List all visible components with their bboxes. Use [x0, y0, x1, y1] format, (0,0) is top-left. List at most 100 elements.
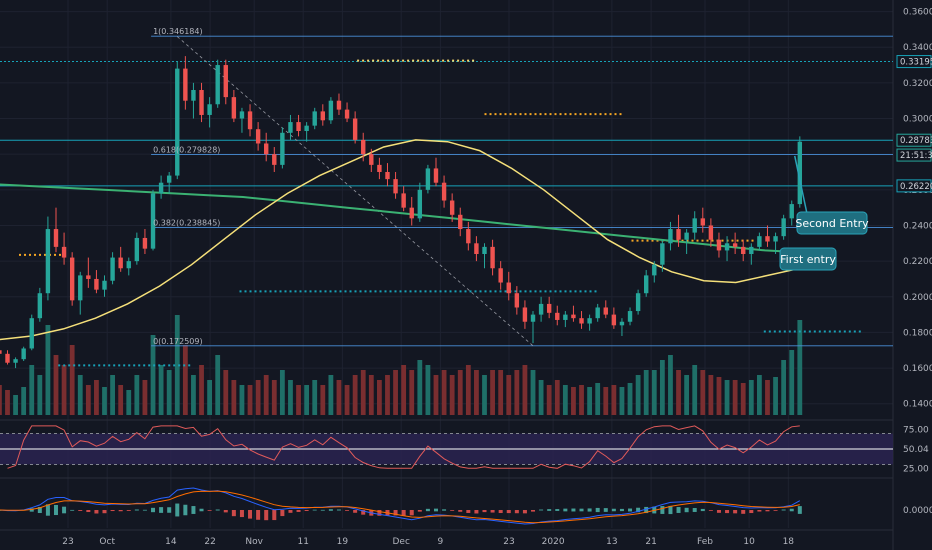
macd-histogram-bar	[62, 506, 67, 514]
candle-body	[425, 168, 431, 190]
macd-histogram-bar	[199, 508, 204, 512]
candle-body	[716, 239, 722, 251]
candle-body	[700, 218, 705, 226]
macd-histogram-bar	[361, 510, 366, 515]
candle-body	[255, 129, 261, 144]
price-axis: 0.3600000.3400000.3200000.3000000.280000…	[896, 8, 932, 516]
candle-body	[223, 65, 228, 98]
candle-body	[191, 90, 196, 101]
candle-body	[490, 246, 495, 269]
volume-bar	[94, 380, 99, 415]
candle-body	[660, 243, 665, 265]
macd-histogram-bar	[733, 510, 738, 514]
macd-histogram-bar	[797, 506, 802, 514]
volume-bar	[433, 375, 439, 415]
macd-histogram-bar	[514, 510, 519, 514]
candle-body	[78, 275, 83, 301]
moving-averages	[0, 139, 800, 341]
candle-body	[29, 318, 34, 349]
entry-callouts: Second Entry First entry	[779, 155, 869, 271]
candle-body	[611, 314, 617, 326]
volume-bar	[296, 385, 301, 415]
volume-bar	[619, 387, 625, 415]
volume-bar	[376, 380, 382, 415]
volume-bar	[368, 375, 374, 415]
candle-body	[441, 182, 447, 201]
macd-histogram-bar	[789, 508, 794, 512]
candle-body	[417, 189, 423, 219]
fib-trend-line	[177, 36, 534, 347]
volume-bar	[150, 335, 156, 415]
candle-body	[166, 175, 172, 183]
macd-histogram-bar	[78, 510, 83, 511]
candle-body	[61, 246, 67, 258]
volume-bar	[781, 360, 787, 415]
macd-histogram-bar	[377, 510, 382, 516]
candle-body	[797, 141, 803, 205]
candle-body	[546, 303, 552, 313]
dotted-levels	[19, 59, 862, 367]
macd-histogram-bar	[603, 508, 608, 512]
macd-histogram-bar	[151, 507, 156, 513]
candle-body	[571, 314, 576, 319]
candle-body	[377, 164, 382, 172]
volume-bar	[482, 375, 487, 415]
volume-bar	[174, 315, 180, 415]
candle-body	[401, 193, 406, 208]
volume-bar	[546, 385, 552, 415]
price-tick-label: 0.220000	[903, 257, 932, 267]
time-tick-label: Nov	[245, 537, 263, 547]
macd-histogram-bar	[506, 510, 511, 514]
macd-histogram-bar	[442, 509, 447, 511]
macd-histogram-bar	[256, 510, 261, 520]
candle-body	[215, 65, 220, 105]
volume-bar	[708, 375, 714, 415]
price-tag-label: 0.331953	[900, 58, 932, 68]
candle-body	[239, 111, 245, 119]
volume-bar	[562, 385, 568, 415]
candle-body	[692, 218, 697, 233]
volume-bar	[603, 387, 609, 415]
volume-bar	[288, 380, 293, 415]
macd-histogram-bar	[571, 508, 576, 512]
rsi-tick-label: 50.04	[903, 445, 929, 455]
candle-body	[644, 275, 649, 294]
volume-bar	[385, 375, 390, 415]
time-tick-label: 10	[743, 537, 755, 547]
candle-body	[5, 353, 10, 363]
candle-body	[433, 168, 439, 183]
price-tick-label: 0.240000	[903, 221, 932, 231]
macd-histogram-bar	[579, 508, 584, 512]
macd-histogram-bar	[684, 507, 689, 513]
volume-bar	[199, 365, 204, 415]
rsi-series-line	[7, 425, 800, 469]
volume-bar	[5, 390, 10, 415]
candle-body	[320, 111, 325, 121]
macd-histogram-bar	[708, 510, 713, 511]
macd-histogram-bar	[191, 506, 196, 514]
fib-level-label: 0(0.172509)	[153, 337, 203, 346]
time-tick-label: 21	[645, 537, 656, 547]
candle-body	[393, 179, 398, 194]
candle-body	[369, 154, 374, 165]
volume-bar	[611, 385, 617, 415]
rsi-tick-label: 25.00	[903, 464, 929, 474]
macd-histogram-bar	[110, 510, 115, 512]
macd-histogram-bar	[531, 510, 536, 512]
callout-box	[779, 247, 837, 271]
macd-histogram-bar	[547, 509, 552, 511]
candle-body	[21, 348, 26, 360]
candle-body	[741, 246, 746, 254]
time-tick-label: Oct	[99, 537, 115, 547]
price-tick-label: 0.140000	[903, 400, 932, 410]
macd-signal-line	[0, 490, 800, 524]
fib-level-label: 0.382(0.238845)	[153, 219, 220, 228]
candle-body	[94, 278, 99, 290]
volume-bar	[0, 385, 2, 415]
price-tick-label: 0.200000	[903, 293, 932, 303]
candlesticks	[0, 56, 803, 369]
volume-bar	[312, 380, 318, 415]
macd-histogram-bar	[336, 509, 341, 511]
candle-body	[781, 218, 786, 237]
